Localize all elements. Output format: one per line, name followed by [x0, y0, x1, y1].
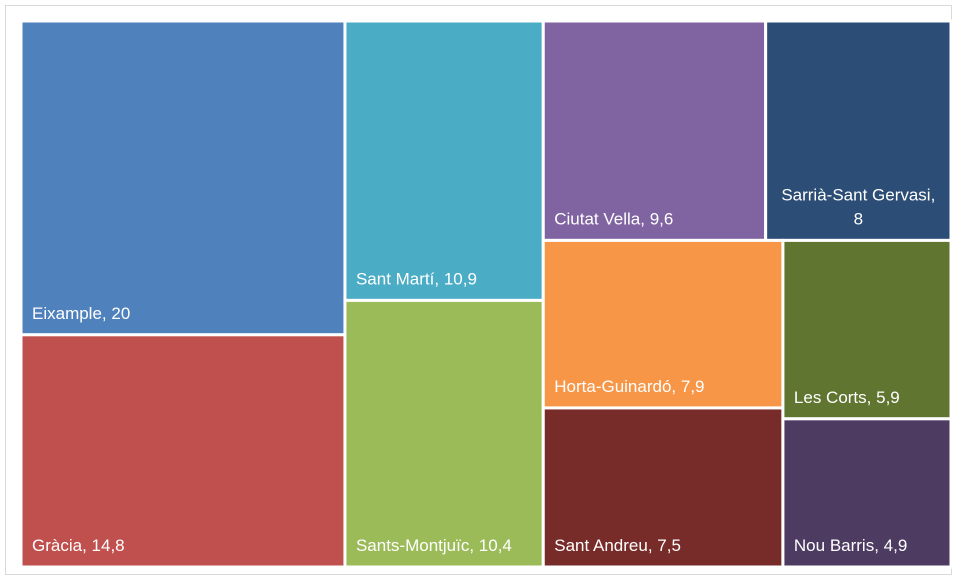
category-name: Sant Martí	[356, 269, 435, 288]
tile	[541, 406, 785, 569]
category-name: Eixample	[32, 304, 102, 323]
label-separator: ,	[82, 536, 91, 555]
category-name: Sants-Montjuïc	[356, 536, 470, 555]
tile-label: Horta-Guinardó, 7,9	[554, 377, 704, 396]
value-label: 8	[854, 209, 863, 228]
tile-label: Les Corts, 5,9	[794, 388, 900, 407]
tile	[541, 238, 785, 410]
category-name: Horta-Guinardó	[554, 377, 671, 396]
tile-label: Eixample, 20	[32, 304, 130, 323]
label-separator: ,	[874, 536, 883, 555]
label-separator: ,	[469, 536, 478, 555]
value-label: 20	[111, 304, 130, 323]
value-label: 5,9	[876, 388, 900, 407]
category-name: Nou Barris	[794, 536, 874, 555]
tile	[343, 19, 545, 302]
label-separator: ,	[931, 185, 936, 204]
category-name: Sant Andreu	[554, 536, 648, 555]
value-label: 7,5	[657, 536, 681, 555]
tile-label: Nou Barris, 4,9	[794, 536, 907, 555]
label-separator: ,	[640, 209, 649, 228]
category-name: Ciutat Vella	[554, 209, 641, 228]
value-label: 4,9	[884, 536, 908, 555]
category-name: Sarrià-Sant Gervasi	[781, 185, 930, 204]
tile-label: Sarrià-Sant Gervasi, 8	[781, 185, 935, 228]
tile	[764, 19, 953, 242]
tile	[19, 333, 347, 569]
tile	[541, 19, 768, 242]
tile-label: Sants-Montjuïc, 10,4	[356, 536, 512, 555]
value-label: 9,6	[650, 209, 674, 228]
tile-label: Sant Andreu, 7,5	[554, 536, 681, 555]
tile-label: Gràcia, 14,8	[32, 536, 125, 555]
value-label: 10,4	[479, 536, 512, 555]
tile	[19, 19, 347, 337]
category-name: Les Corts	[794, 388, 867, 407]
label-separator: ,	[671, 377, 680, 396]
tile	[343, 298, 545, 569]
tile-label: Sant Martí, 10,9	[356, 269, 477, 288]
value-label: 7,9	[681, 377, 705, 396]
tile	[781, 417, 953, 569]
label-separator: ,	[867, 388, 876, 407]
value-label: 10,9	[444, 269, 477, 288]
category-name: Gràcia	[32, 536, 83, 555]
label-separator: ,	[434, 269, 443, 288]
tile-label: Ciutat Vella, 9,6	[554, 209, 673, 228]
label-separator: ,	[648, 536, 657, 555]
label-separator: ,	[102, 304, 111, 323]
value-label: 14,8	[92, 536, 125, 555]
